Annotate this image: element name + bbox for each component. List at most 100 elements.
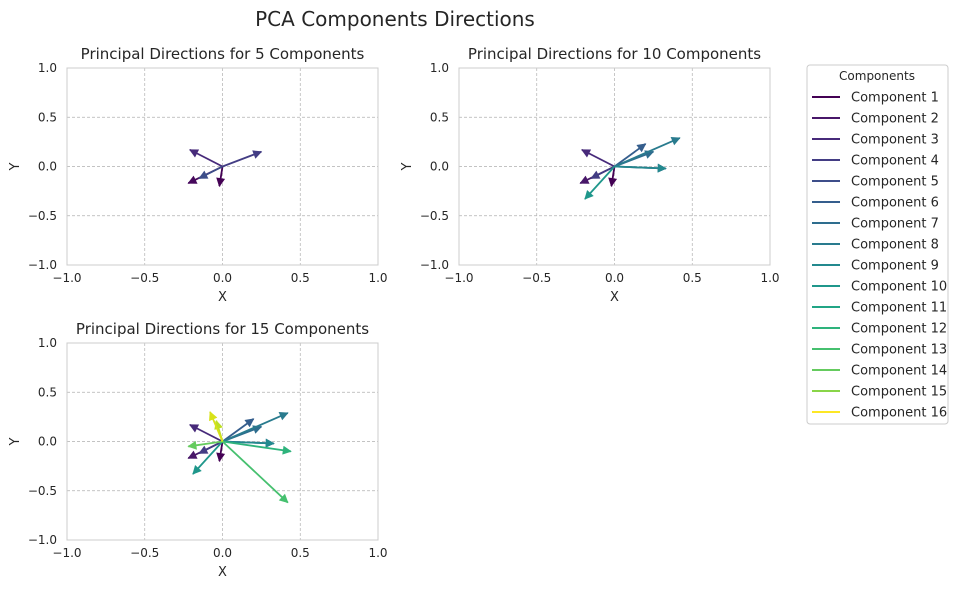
- vector-component-4: [222, 150, 263, 168]
- panels: −1.0−1.0−0.5−0.50.00.00.50.51.01.0Princi…: [8, 45, 780, 580]
- y-tick-label: 0.5: [38, 385, 57, 399]
- x-tick-label: −1.0: [52, 271, 81, 285]
- legend-entry: Component 10: [812, 280, 947, 295]
- vector-component-9: [614, 163, 667, 173]
- panel-2: −1.0−1.0 −0.5 −0.5 0.0 0.0 0.5 0.5 1.0 1.0 Princi…: [400, 45, 780, 305]
- vector-component-11: [222, 440, 292, 455]
- legend-entry: Component 4: [812, 154, 939, 169]
- y-axis-label: Y: [8, 437, 23, 446]
- legend-entry: Component 15: [812, 385, 947, 400]
- vector-component-10: [192, 440, 224, 475]
- legend-label: Component 9: [851, 259, 939, 274]
- y-tick-label: 0.0: [430, 160, 449, 174]
- y-tick-label: 1.0: [38, 61, 57, 75]
- y-tick-label: 0.5: [430, 110, 449, 124]
- panel-3: −1.0−1.0 −0.5 −0.5 0.0 0.0 0.5 0.5 1.0 1.0 Princi…: [8, 320, 388, 580]
- legend-label: Component 2: [851, 112, 939, 127]
- legend-label: Component 5: [851, 175, 939, 190]
- vector-component-10: [584, 165, 616, 200]
- legend-label: Component 7: [851, 217, 939, 232]
- y-tick-label: −0.5: [28, 484, 57, 498]
- x-tick-label: 0.0: [213, 546, 232, 560]
- legend-entry: Component 12: [812, 322, 947, 337]
- plot-frame: [66, 67, 379, 266]
- legend-entry: Component 16: [812, 406, 947, 421]
- x-tick-label: −1.0: [52, 546, 81, 560]
- x-tick-label: 1.0: [760, 271, 779, 285]
- legend-entry: Component 8: [812, 238, 939, 253]
- x-tick-label: −0.5: [130, 546, 159, 560]
- legend-entry: Component 3: [812, 133, 939, 148]
- legend-label: Component 16: [851, 406, 947, 421]
- legend-label: Component 11: [851, 301, 947, 316]
- legend-label: Component 6: [851, 196, 939, 211]
- panel-1: −1.0−1.0 −0.5 −0.5 0.0 0.0 0.5 0.5 1.0 1.0 Princi…: [8, 45, 388, 305]
- vector-component-1: [608, 166, 618, 188]
- legend-entry: Component 2: [812, 112, 939, 127]
- vector-component-3: [581, 148, 615, 168]
- vector-component-12: [221, 440, 289, 504]
- vector-component-1: [216, 441, 226, 463]
- vector-component-13: [187, 440, 223, 450]
- x-tick-label: −1.0: [444, 271, 473, 285]
- legend-entry: Component 7: [812, 217, 939, 232]
- x-tick-label: 1.0: [368, 546, 387, 560]
- panel-title: Principal Directions for 5 Components: [81, 45, 365, 63]
- x-tick-label: 0.0: [605, 271, 624, 285]
- legend-entry: Component 9: [812, 259, 939, 274]
- vector-component-1: [216, 166, 226, 188]
- vector-component-3: [189, 148, 223, 168]
- y-tick-label: 0.0: [38, 160, 57, 174]
- y-tick-label: −1.0: [28, 533, 57, 547]
- legend-title: Components: [839, 69, 915, 83]
- legend-label: Component 15: [851, 385, 947, 400]
- legend-entry: Component 1: [812, 91, 939, 106]
- legend-label: Component 4: [851, 154, 939, 169]
- legend-label: Component 1: [851, 91, 939, 106]
- figure-title: PCA Components Directions: [255, 7, 535, 31]
- y-tick-label: −1.0: [420, 258, 449, 272]
- legend-label: Component 13: [851, 343, 947, 358]
- x-axis-label: X: [218, 565, 227, 580]
- legend-entry: Component 14: [812, 364, 947, 379]
- y-tick-label: −0.5: [420, 209, 449, 223]
- y-tick-label: 1.0: [430, 61, 449, 75]
- x-tick-label: −0.5: [130, 271, 159, 285]
- legend-entry: Component 6: [812, 196, 939, 211]
- plot-frame: [66, 342, 379, 541]
- plot-frame: [458, 67, 771, 266]
- y-axis-label: Y: [400, 162, 415, 171]
- legend-label: Component 10: [851, 280, 947, 295]
- x-tick-label: 0.5: [291, 546, 310, 560]
- legend-label: Component 12: [851, 322, 947, 337]
- x-tick-label: 1.0: [368, 271, 387, 285]
- legend-entry: Component 11: [812, 301, 947, 316]
- vector-component-5: [198, 165, 223, 180]
- legend-label: Component 8: [851, 238, 939, 253]
- y-axis-label: Y: [8, 162, 23, 171]
- vector-component-6: [613, 143, 647, 168]
- x-axis-label: X: [610, 290, 619, 305]
- x-tick-label: 0.5: [291, 271, 310, 285]
- x-axis-label: X: [218, 290, 227, 305]
- legend-entry: Component 5: [812, 175, 939, 190]
- vector-component-8: [222, 412, 289, 443]
- y-tick-label: 0.5: [38, 110, 57, 124]
- vector-component-4: [198, 440, 223, 455]
- y-tick-label: −1.0: [28, 258, 57, 272]
- legend-entry: Component 13: [812, 343, 947, 358]
- vector-component-15: [209, 411, 224, 442]
- x-tick-label: 0.5: [683, 271, 702, 285]
- x-tick-label: −0.5: [522, 271, 551, 285]
- vector-component-8: [614, 137, 681, 168]
- panel-title: Principal Directions for 10 Components: [468, 45, 761, 63]
- legend-entries: Component 1 Component 2 Component 3 Compone…: [812, 91, 947, 421]
- legend-label: Component 3: [851, 133, 939, 148]
- vector-component-3: [189, 423, 223, 443]
- y-tick-label: −0.5: [28, 209, 57, 223]
- legend-frame: [806, 64, 949, 425]
- x-tick-label: 0.0: [213, 271, 232, 285]
- panel-title: Principal Directions for 15 Components: [76, 320, 369, 338]
